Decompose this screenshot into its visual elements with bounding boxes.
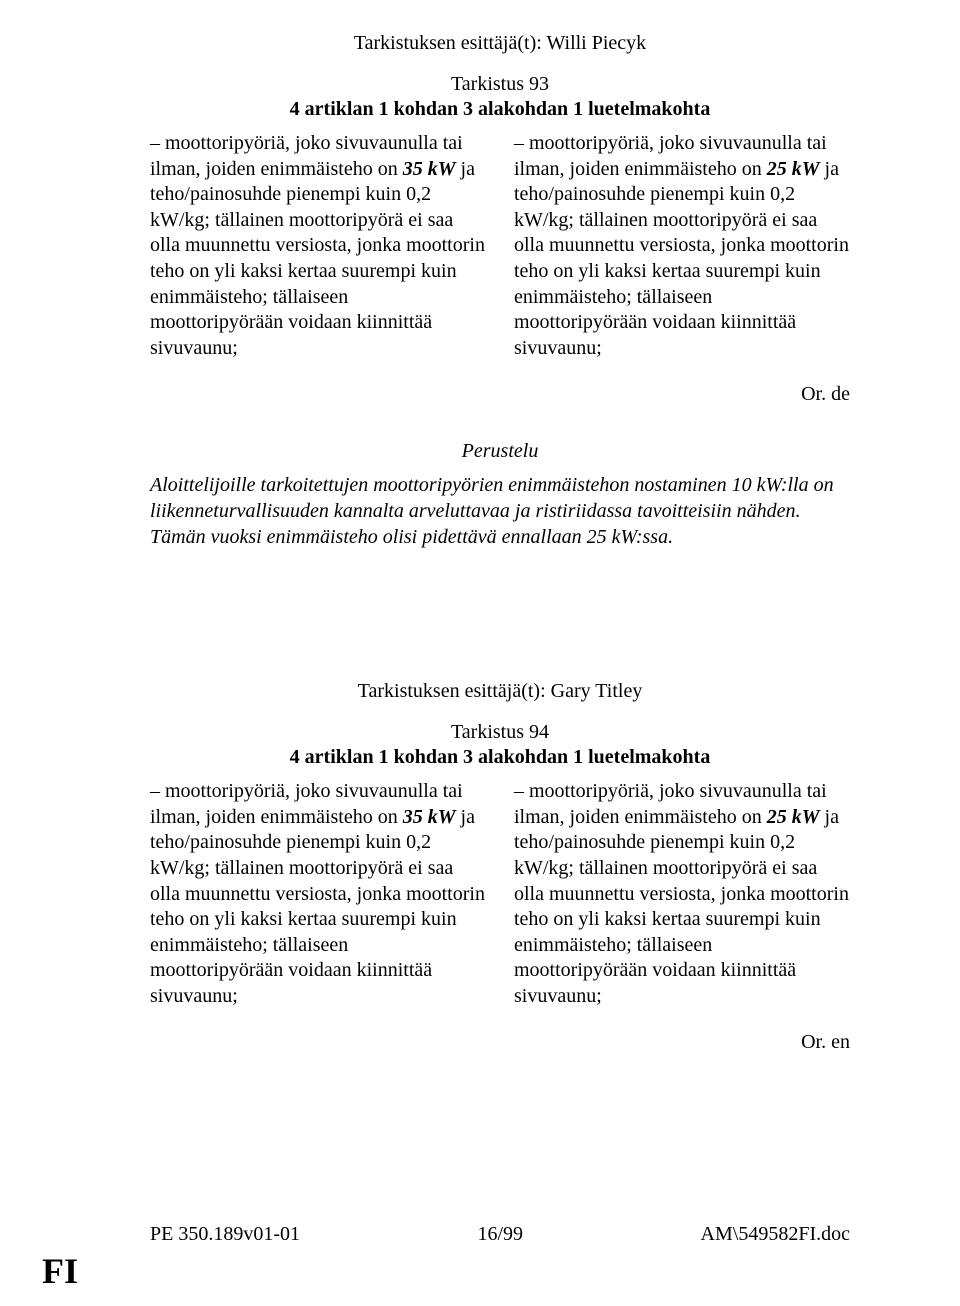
t93-perustelu-body: Aloittelijoille tarkoitettujen moottorip… xyxy=(150,473,850,550)
t93-left-bold: 35 kW xyxy=(403,158,456,180)
tarkistus-94-right-col: – moottoripyöriä, joko sivuvaunulla tai … xyxy=(514,779,850,1009)
t93-left-post: ja teho/painosuhde pienempi kuin 0,2 kW/… xyxy=(150,158,485,359)
tarkistus-94-number: Tarkistus 94 xyxy=(150,721,850,744)
footer-center: 16/99 xyxy=(477,1223,523,1246)
t94-right-bold: 25 kW xyxy=(767,806,820,828)
tarkistus-93-right-col: – moottoripyöriä, joko sivuvaunulla tai … xyxy=(514,131,850,361)
tarkistus-94-article: 4 artiklan 1 kohdan 3 alakohdan 1 luetel… xyxy=(150,746,850,769)
tarkistus-94-columns: – moottoripyöriä, joko sivuvaunulla tai … xyxy=(150,779,850,1009)
tarkistus-93-number: Tarkistus 93 xyxy=(150,73,850,96)
t93-perustelu-heading: Perustelu xyxy=(150,440,850,463)
tarkistus-93-article: 4 artiklan 1 kohdan 3 alakohdan 1 luetel… xyxy=(150,98,850,121)
tarkistus-93-left-col: – moottoripyöriä, joko sivuvaunulla tai … xyxy=(150,131,486,361)
t94-left-bold: 35 kW xyxy=(403,806,456,828)
t93-or-lang: Or. de xyxy=(150,383,850,406)
tarkistus-93-columns: – moottoripyöriä, joko sivuvaunulla tai … xyxy=(150,131,850,361)
footer-left: PE 350.189v01-01 xyxy=(150,1223,300,1246)
tarkistus-94-left-col: – moottoripyöriä, joko sivuvaunulla tai … xyxy=(150,779,486,1009)
t94-right-post: ja teho/painosuhde pienempi kuin 0,2 kW/… xyxy=(514,806,849,1007)
author-line-94: Tarkistuksen esittäjä(t): Gary Titley xyxy=(150,680,850,703)
author-line-93: Tarkistuksen esittäjä(t): Willi Piecyk xyxy=(150,32,850,55)
t93-right-bold: 25 kW xyxy=(767,158,820,180)
t93-right-post: ja teho/painosuhde pienempi kuin 0,2 kW/… xyxy=(514,158,849,359)
t94-or-lang: Or. en xyxy=(150,1031,850,1054)
footer-right: AM\549582FI.doc xyxy=(701,1223,850,1246)
page-footer: PE 350.189v01-01 16/99 AM\549582FI.doc xyxy=(150,1223,850,1246)
language-mark: FI xyxy=(42,1250,78,1292)
t94-left-post: ja teho/painosuhde pienempi kuin 0,2 kW/… xyxy=(150,806,485,1007)
